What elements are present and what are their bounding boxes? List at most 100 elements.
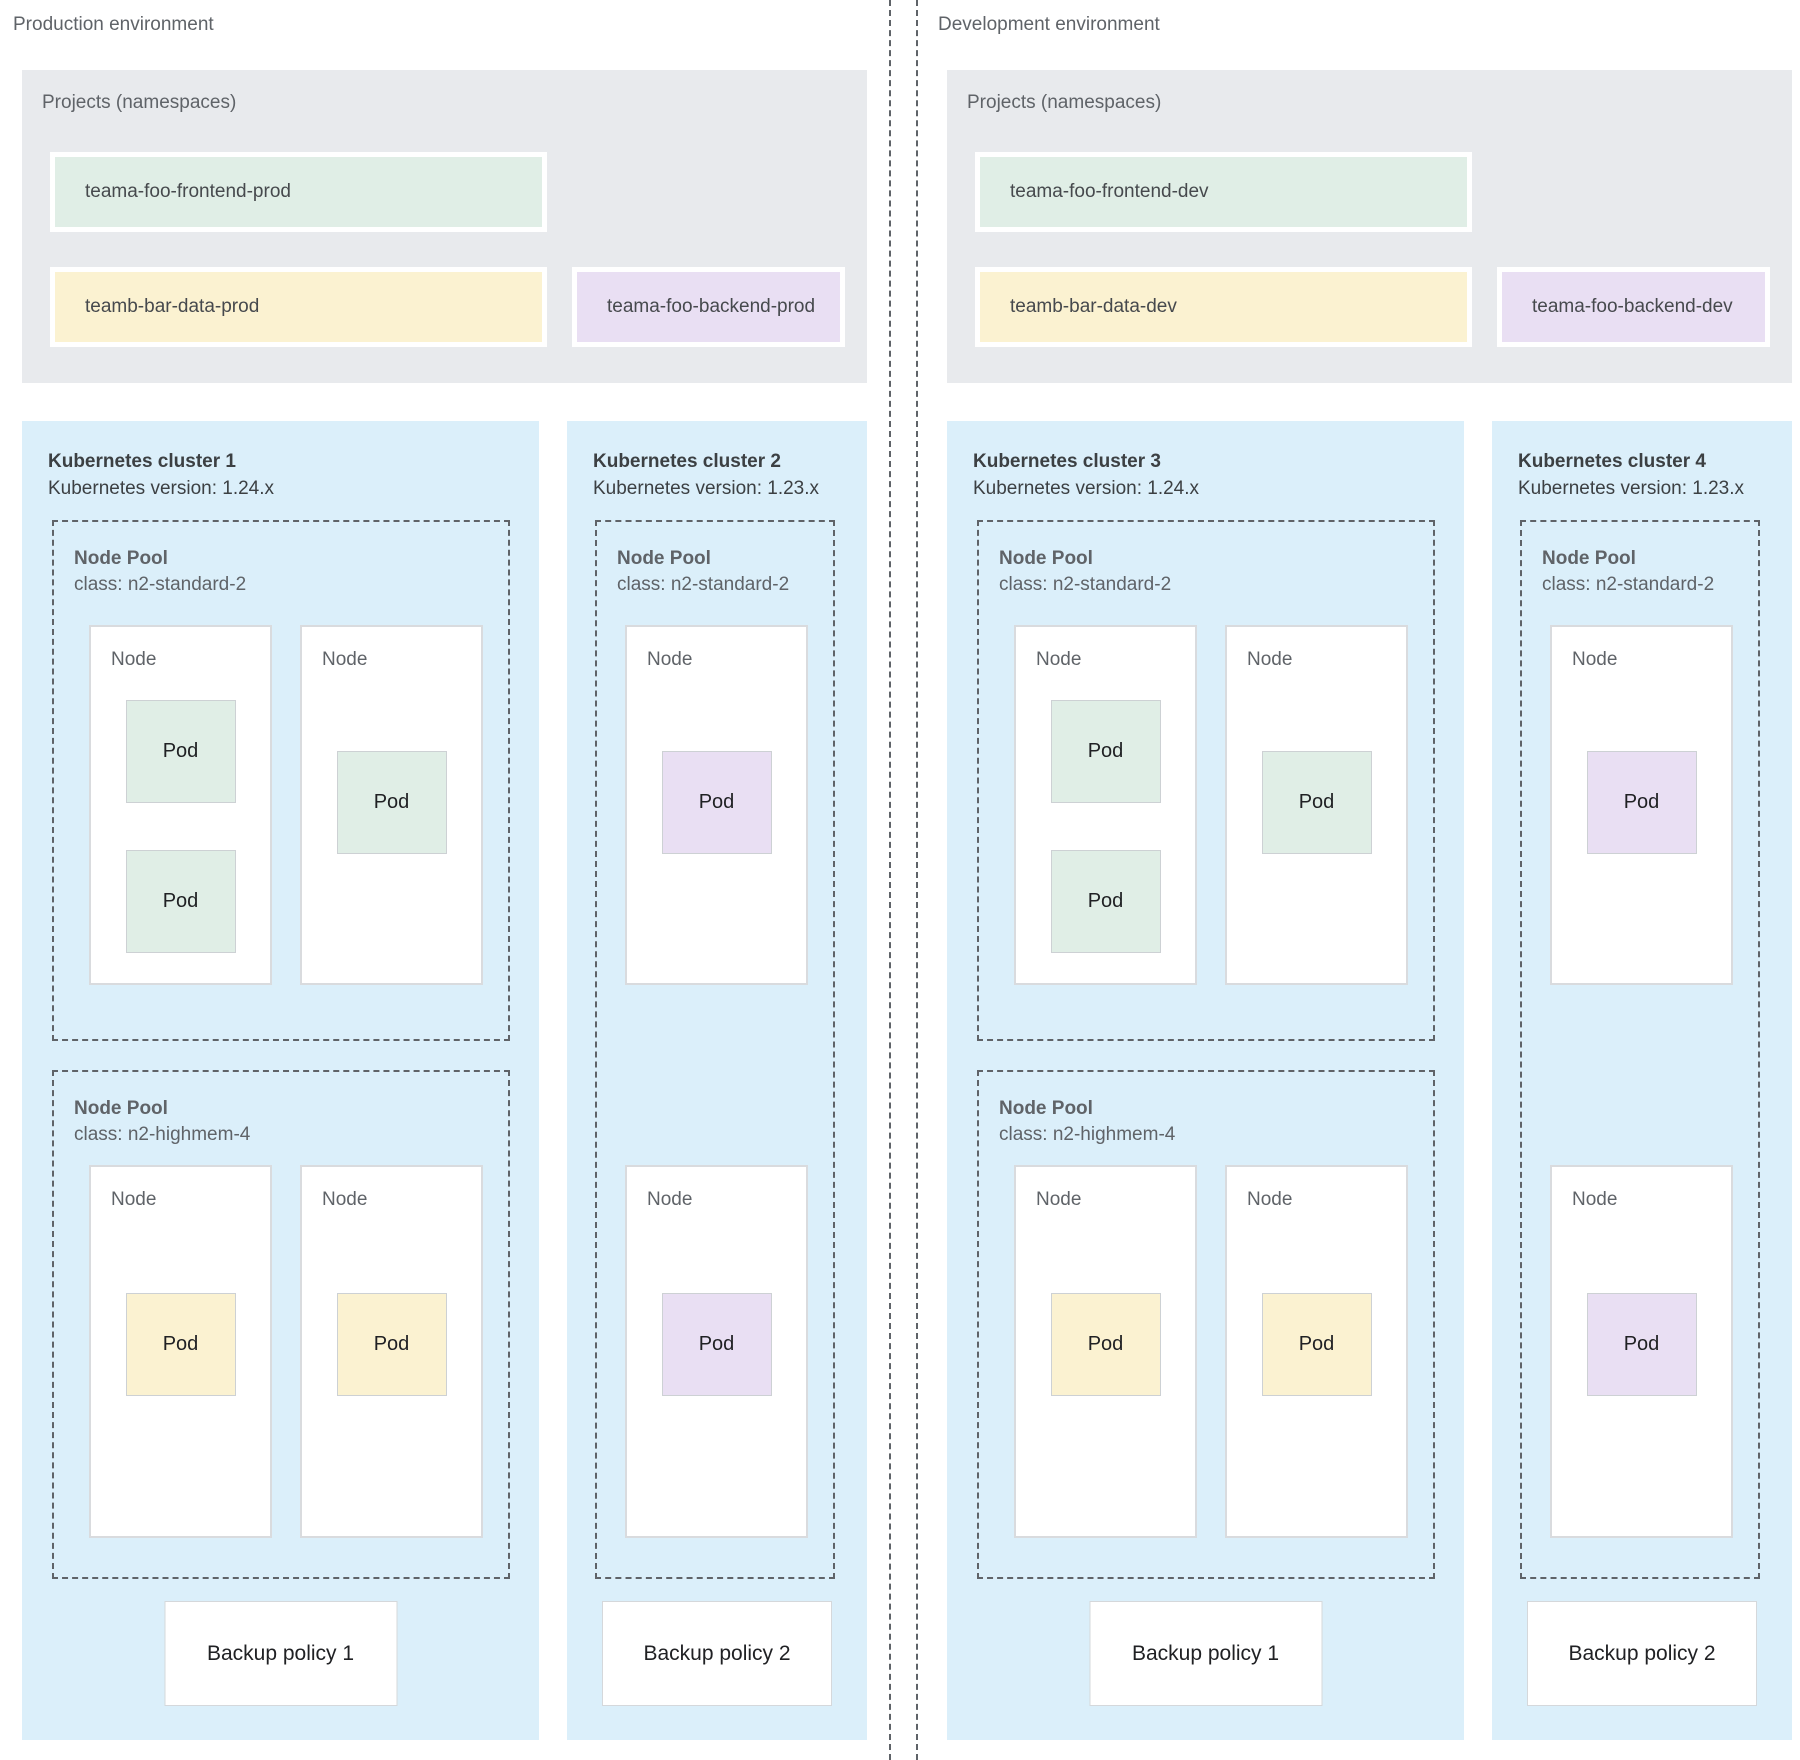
cluster-header: Kubernetes cluster 1 Kubernetes version: … [48,448,274,502]
node-box: Node Pod [300,625,483,985]
node-box: Node Pod [625,1165,808,1538]
node-label: Node [111,649,157,670]
node-label: Node [322,1189,368,1210]
pod-box-purple: Pod [661,751,772,854]
projects-title: Projects (namespaces) [967,92,1162,113]
node-box: Node Pod [1550,1165,1733,1538]
node-box: Node Pod [625,625,808,985]
pod-box-green: Pod [1261,751,1372,854]
cluster-version: Kubernetes version: 1.23.x [1518,478,1745,499]
node-box: Node Pod [300,1165,483,1538]
backup-policy-box: Backup policy 1 [1089,1601,1322,1706]
node-box: Node Pod [1550,625,1733,985]
node-pool-title: Node Pool [1542,548,1636,569]
node-pool-header: Node Pool class: n2-highmem-4 [999,1096,1175,1148]
node-label: Node [1572,1189,1618,1210]
namespace-box-green: teama-foo-frontend-dev [975,152,1472,232]
node-pool: Node Pool class: n2-standard-2 Node Pod Node… [1520,520,1760,1579]
cluster-version: Kubernetes version: 1.23.x [593,478,820,499]
pod-box-yellow: Pod [1261,1293,1372,1396]
namespace-row: teamb-bar-data-dev teama-foo-backend-dev [975,267,1770,347]
namespace-row: teama-foo-frontend-prod [50,152,547,232]
kubernetes-cluster-box: Kubernetes cluster 2 Kubernetes version: … [567,421,867,1740]
cluster-title: Kubernetes cluster 3 [973,451,1161,472]
pod-box-green: Pod [1050,700,1161,803]
pod-box-purple: Pod [1586,751,1697,854]
node-box: Node Pod [1014,1165,1197,1538]
node-pool-header: Node Pool class: n2-standard-2 [74,546,246,598]
node-pool-title: Node Pool [617,548,711,569]
backup-policy-box: Backup policy 2 [602,1601,832,1706]
node-label: Node [322,649,368,670]
projects-namespaces-box: Projects (namespaces) teama-foo-frontend-… [22,70,867,383]
node-pool-class: class: n2-standard-2 [74,574,247,595]
environment-label: Production environment [13,14,214,35]
node-label: Node [647,649,693,670]
node-pool: Node Pool class: n2-standard-2 Node Pod Pod N… [977,520,1435,1041]
node-pool-class: class: n2-standard-2 [1542,574,1715,595]
cluster-title: Kubernetes cluster 4 [1518,451,1706,472]
node-box: Node Pod Pod [89,625,272,985]
node-pool-header: Node Pool class: n2-highmem-4 [74,1096,250,1148]
node-pool-class: class: n2-highmem-4 [999,1124,1176,1145]
node-box: Node Pod Pod [1014,625,1197,985]
node-pool-title: Node Pool [74,548,168,569]
pod-box-yellow: Pod [1050,1293,1161,1396]
cluster-header: Kubernetes cluster 4 Kubernetes version: … [1518,448,1744,502]
node-pool: Node Pool class: n2-standard-2 Node Pod Node… [595,520,835,1579]
namespace-row: teamb-bar-data-prod teama-foo-backend-pro… [50,267,845,347]
node-pool-title: Node Pool [999,1098,1093,1119]
namespace-row: teama-foo-frontend-dev [975,152,1472,232]
node-pool-class: class: n2-standard-2 [999,574,1172,595]
node-pool: Node Pool class: n2-standard-2 Node Pod Pod N… [52,520,510,1041]
environment-label: Development environment [938,14,1160,35]
pod-box-green: Pod [125,700,236,803]
projects-title: Projects (namespaces) [42,92,237,113]
namespace-box-yellow: teamb-bar-data-prod [50,267,547,347]
node-label: Node [1247,649,1293,670]
node-label: Node [1247,1189,1293,1210]
node-pool: Node Pool class: n2-highmem-4 Node Pod Node P… [52,1070,510,1579]
cluster-header: Kubernetes cluster 2 Kubernetes version: … [593,448,819,502]
namespace-box-green: teama-foo-frontend-prod [50,152,547,232]
node-label: Node [1572,649,1618,670]
projects-namespaces-box: Projects (namespaces) teama-foo-frontend-… [947,70,1792,383]
node-pool-title: Node Pool [74,1098,168,1119]
node-pool-header: Node Pool class: n2-standard-2 [999,546,1171,598]
pod-box-purple: Pod [661,1293,772,1396]
cluster-title: Kubernetes cluster 1 [48,451,236,472]
environment-divider-dashed-lines [889,0,918,1760]
pod-box-purple: Pod [1586,1293,1697,1396]
pod-box-green: Pod [1050,850,1161,953]
pod-box-green: Pod [336,751,447,854]
node-pool-header: Node Pool class: n2-standard-2 [617,546,789,598]
kubernetes-cluster-box: Kubernetes cluster 1 Kubernetes version: … [22,421,539,1740]
backup-policy-box: Backup policy 1 [164,1601,397,1706]
node-box: Node Pod [1225,1165,1408,1538]
node-box: Node Pod [89,1165,272,1538]
node-pool: Node Pool class: n2-highmem-4 Node Pod Node P… [977,1070,1435,1579]
namespace-box-purple: teama-foo-backend-prod [572,267,845,347]
node-label: Node [1036,1189,1082,1210]
node-label: Node [647,1189,693,1210]
node-label: Node [111,1189,157,1210]
environment-column: Production environment Projects (namespac… [13,0,867,1760]
namespace-box-yellow: teamb-bar-data-dev [975,267,1472,347]
cluster-version: Kubernetes version: 1.24.x [48,478,275,499]
kubernetes-cluster-box: Kubernetes cluster 4 Kubernetes version: … [1492,421,1792,1740]
node-label: Node [1036,649,1082,670]
environment-column: Development environment Projects (namespa… [938,0,1792,1760]
cluster-version: Kubernetes version: 1.24.x [973,478,1200,499]
backup-policy-box: Backup policy 2 [1527,1601,1757,1706]
cluster-title: Kubernetes cluster 2 [593,451,781,472]
pod-box-yellow: Pod [336,1293,447,1396]
kubernetes-cluster-box: Kubernetes cluster 3 Kubernetes version: … [947,421,1464,1740]
node-pool-class: class: n2-standard-2 [617,574,790,595]
cluster-header: Kubernetes cluster 3 Kubernetes version: … [973,448,1199,502]
node-pool-class: class: n2-highmem-4 [74,1124,251,1145]
node-pool-title: Node Pool [999,548,1093,569]
pod-box-green: Pod [125,850,236,953]
namespace-box-purple: teama-foo-backend-dev [1497,267,1770,347]
pod-box-yellow: Pod [125,1293,236,1396]
